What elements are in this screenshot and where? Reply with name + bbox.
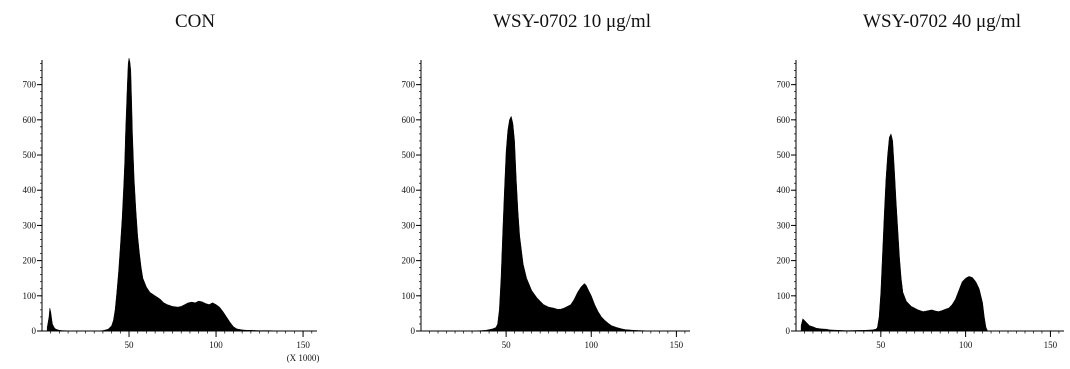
y-tick-label: 0 [32,326,37,336]
y-tick-label: 200 [402,256,416,266]
x-unit-note: (X 1000) [287,353,320,363]
x-tick-label: 100 [585,340,599,350]
y-tick-label: 0 [786,326,791,336]
y-tick-label: 400 [777,185,791,195]
y-tick-label: 300 [777,220,791,230]
x-tick-label: 150 [670,340,684,350]
y-tick-label: 700 [23,80,37,90]
y-tick-label: 100 [402,291,416,301]
panel-title: CON [175,11,215,32]
y-tick-label: 200 [777,256,791,266]
y-tick-label: 700 [777,80,791,90]
y-tick-label: 400 [23,185,37,195]
histogram-panel-1: CON 0 100 200 300 400 500 600 700 50 100 150 (X 1000… [23,11,320,363]
x-tick-label: 150 [296,340,310,350]
x-tick-label: 50 [502,340,512,350]
y-tick-label: 100 [23,291,37,301]
y-tick-label: 600 [23,115,37,125]
panel-title: WSY-0702 10 μg/ml [493,11,651,32]
histogram-area [46,58,286,332]
y-tick-label: 500 [402,150,416,160]
y-tick-label: 700 [402,80,416,90]
x-tick-label: 100 [959,340,973,350]
y-tick-label: 300 [23,220,37,230]
y-tick-label: 500 [777,150,791,160]
y-tick-label: 600 [402,115,416,125]
histogram-area [800,133,989,332]
x-tick-label: 100 [209,340,223,350]
y-tick-label: 600 [777,115,791,125]
y-tick-label: 0 [411,326,416,336]
y-tick-label: 200 [23,256,37,266]
y-tick-label: 300 [402,220,416,230]
y-tick-label: 100 [777,291,791,301]
x-tick-label: 150 [1044,340,1058,350]
histogram-panel-3: WSY-0702 40 μg/ml 0 100 200 300 400 500 600 700 5… [777,11,1064,350]
panel-title: WSY-0702 40 μg/ml [863,11,1021,32]
y-tick-label: 500 [23,150,37,160]
x-tick-label: 50 [876,340,886,350]
x-tick-label: 50 [125,340,135,350]
y-tick-label: 400 [402,185,416,195]
histogram-panel-2: WSY-0702 10 μg/ml 0 100 200 300 400 500 600 700 5… [402,11,690,350]
histogram-area [472,115,651,332]
